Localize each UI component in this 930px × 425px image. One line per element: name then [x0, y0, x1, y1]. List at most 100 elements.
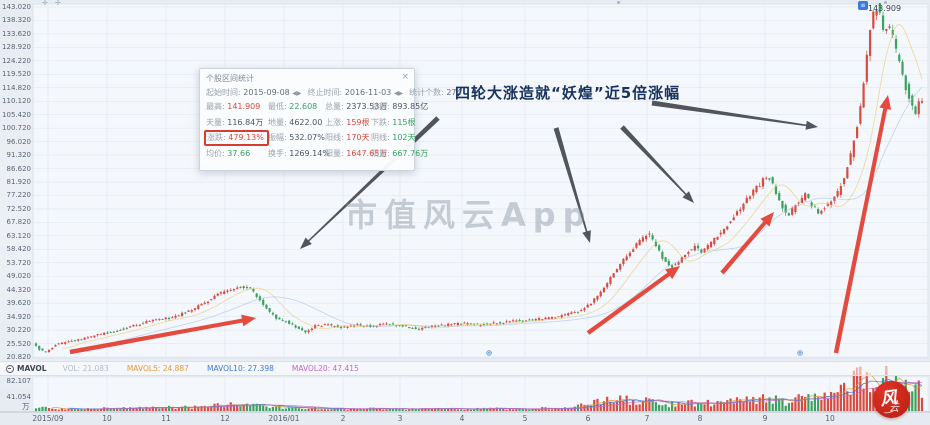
date-tick-label: 8	[697, 414, 703, 423]
volume-unit-label: 万	[22, 402, 30, 411]
settings-icon	[6, 364, 14, 373]
date-tick-label: 5	[522, 414, 528, 423]
price-tick-label: 143.020	[2, 3, 31, 11]
price-tick-label: 138.320	[2, 16, 31, 25]
price-tick-label: 100.720	[2, 124, 31, 133]
panel-toggle-icon[interactable]: ≡	[858, 1, 868, 10]
stat-cell: 均价: 37.66	[206, 148, 251, 158]
price-tick-label: 124.220	[2, 56, 31, 65]
popup-header-cell[interactable]: 统计个数: 274	[409, 88, 462, 97]
volume-tick-label: 82.107	[6, 377, 32, 385]
price-tick-label: 86.620	[6, 164, 32, 173]
dot-icon	[884, 1, 887, 4]
price-tick-label: 25.520	[6, 339, 32, 348]
price-tick-label: 67.820	[6, 218, 32, 227]
stat-cell: 涨跌: 479.13%	[204, 130, 269, 146]
pointer-arrow	[553, 127, 591, 243]
price-tick-label: 105.420	[2, 110, 31, 119]
indicator-value: MAVOL20: 47.415	[291, 364, 359, 373]
date-tick-label: 2016/01	[268, 414, 300, 423]
date-tick-label: 2	[340, 414, 346, 423]
price-tick-label: 30.220	[6, 326, 32, 335]
price-tick-label: 114.820	[2, 83, 31, 92]
stat-cell: 天量: 116.84万	[206, 117, 264, 127]
pointer-arrow	[620, 125, 694, 203]
stat-cell: 地量: 4622.00	[268, 117, 323, 127]
stat-cell: 总额: 893.85亿	[371, 102, 429, 111]
date-stepper-icon[interactable]: ◀▶	[393, 90, 404, 97]
popup-header-cell[interactable]: 起始时间: 2015-09-08 ◀▶	[206, 88, 302, 97]
mavol-toggle[interactable]: MAVOL	[6, 364, 47, 373]
pointer-arrow	[651, 100, 818, 130]
date-tick-label: 2015/09	[32, 414, 64, 423]
popup-stats-grid: 最高: 141.909 最低: 22.608 总量: 2373.53万 总额: 893…	[204, 101, 429, 159]
popup-header-row: 起始时间: 2015-09-08 ◀▶ 终止时间: 2016-11-03 ◀▶ 统计…	[206, 87, 462, 98]
logo-char-yun: 云	[889, 403, 899, 414]
candles-layer	[34, 3, 924, 353]
watermark: 市值风云App	[345, 196, 593, 234]
price-tick-label: 53.720	[6, 258, 32, 267]
stat-cell: 下跌: 115根	[371, 117, 416, 127]
date-tick-label: 11	[161, 414, 171, 423]
stat-cell: 上涨: 159根	[325, 117, 370, 127]
price-tick-label: 128.920	[2, 43, 31, 52]
stat-cell: 最高: 141.909	[206, 102, 261, 111]
trend-arrow	[720, 212, 774, 275]
stat-cell: 阴线: 102天	[371, 133, 416, 142]
indicator-value: MAVOL10: 27.398	[206, 364, 274, 373]
trend-arrow	[833, 95, 892, 354]
grid-lines	[33, 5, 928, 411]
price-tick-label: 34.920	[6, 312, 32, 321]
date-tick-label: 4	[459, 414, 465, 423]
price-tick-label: 133.620	[2, 29, 31, 38]
stat-cell: 阳量: 1647.65万	[325, 148, 388, 158]
crosshair-icon[interactable]: ✛	[42, 0, 48, 7]
volume-tick-label: 41.054	[6, 393, 32, 401]
date-tick-label: 10	[825, 414, 835, 423]
price-tick-label: 110.120	[2, 97, 31, 106]
price-tick-label: 63.120	[6, 231, 32, 240]
price-tick-label: 72.520	[6, 204, 32, 213]
indicator-value: MAVOL5: 24.887	[126, 364, 189, 373]
indicator-values: VOL: 21.083 MAVOL5: 24.887 MAVOL10: 27.398…	[63, 364, 359, 373]
stat-cell: 换手: 1269.14%	[268, 148, 330, 158]
fengyun-logo: 风 云	[873, 381, 910, 418]
indicator-name: MAVOL	[17, 364, 47, 373]
stat-cell: 振幅: 532.07%	[268, 133, 325, 142]
date-tick-label: 7	[644, 414, 650, 423]
volume-background	[32, 376, 929, 412]
dot-icon	[617, 1, 620, 4]
annotation-text: 四轮大涨造就“妖煌”近5倍涨幅	[455, 84, 681, 102]
ex-rights-marker-icon[interactable]: ⊕	[485, 348, 493, 358]
price-tick-label: 49.020	[6, 272, 32, 281]
popup-header-cell[interactable]: 终止时间: 2016-11-03 ◀▶	[307, 88, 404, 97]
date-tick-label: 3	[397, 414, 403, 423]
price-tick-label: 20.820	[6, 353, 32, 361]
price-tick-label: 91.320	[6, 151, 32, 160]
crosshair-icon[interactable]: ✛	[55, 0, 61, 7]
stat-cell: 总量: 2373.53万	[325, 102, 388, 111]
ex-rights-marker-icon[interactable]: ⊕	[796, 348, 804, 358]
close-icon[interactable]: ×	[401, 72, 409, 82]
stat-cell: 阴量: 667.76万	[371, 148, 429, 158]
date-tick-label: 10	[102, 414, 112, 423]
date-tick-label: 12	[220, 414, 230, 423]
indicator-value: VOL: 21.083	[62, 364, 109, 373]
stat-cell: 最低: 22.608	[268, 102, 318, 111]
trend-arrow	[586, 266, 680, 335]
price-tick-label: 81.920	[6, 178, 32, 186]
range-stats-popup[interactable]: 个股区间统计 × 起始时间: 2015-09-08 ◀▶ 终止时间: 2016-1…	[199, 68, 462, 171]
price-tick-label: 39.620	[6, 299, 32, 308]
peak-price-label: 143.909	[868, 4, 902, 13]
date-tick-label: 9	[762, 414, 768, 423]
plot-background	[32, 3, 929, 359]
price-tick-label: 58.420	[6, 245, 32, 254]
price-tick-label: 96.020	[6, 137, 32, 146]
date-stepper-icon[interactable]: ◀▶	[292, 90, 302, 97]
indicator-bar: MAVOL VOL: 21.083 MAVOL5: 24.887 MAVOL10: …	[0, 361, 930, 376]
price-tick-label: 119.520	[2, 70, 31, 79]
date-tick-label: 6	[585, 414, 591, 423]
price-tick-label: 77.220	[6, 191, 32, 200]
